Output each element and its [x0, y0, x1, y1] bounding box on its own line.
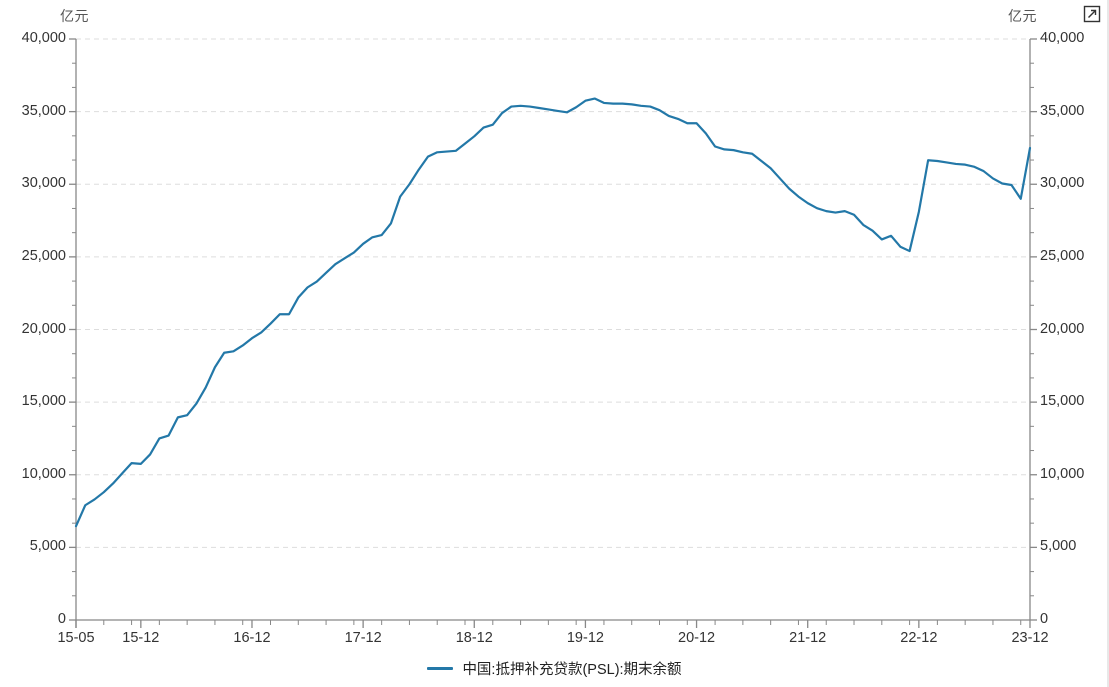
y-axis-right-tick-label: 35,000	[1040, 102, 1085, 119]
y-axis-left-tick-label: 15,000	[21, 393, 66, 410]
x-axis-tick-label: 22-12	[900, 630, 938, 646]
x-axis-tick-label: 16-12	[233, 630, 271, 646]
y-axis-right-tick-label: 20,000	[1040, 320, 1085, 337]
y-axis-right-tick-label: 5,000	[1040, 538, 1077, 555]
series-line-psl	[74, 97, 1032, 528]
y-axis-left-tick-label: 20,000	[21, 320, 66, 337]
x-axis-tick-label: 15-05	[57, 630, 95, 646]
right-axis-unit-label: 亿元	[1008, 8, 1037, 24]
y-axis-left-tick-label: 35,000	[21, 102, 66, 119]
y-axis-left-tick-label: 5,000	[29, 538, 66, 555]
x-axis-tick-label: 18-12	[455, 630, 493, 646]
left-axis-unit-label: 亿元	[60, 8, 89, 24]
legend-swatch-series-1	[427, 667, 454, 670]
y-axis-right-tick-label: 15,000	[1040, 393, 1085, 410]
legend-label-series-1: 中国:抵押补充贷款(PSL):期末余额	[462, 662, 682, 678]
y-axis-left-tick-label: 25,000	[21, 247, 66, 264]
y-axis-right-tick-label: 30,000	[1040, 175, 1085, 192]
y-axis-left-tick-label: 40,000	[21, 30, 66, 46]
y-axis-left-tick-label: 0	[57, 611, 66, 627]
x-axis-tick-label: 19-12	[566, 630, 604, 646]
x-axis-tick-label: 17-12	[344, 630, 382, 646]
chart-legend: 中国:抵押补充贷款(PSL):期末余额	[0, 658, 1109, 679]
x-axis-tick-label: 20-12	[678, 630, 716, 646]
y-axis-right-tick-label: 25,000	[1040, 247, 1085, 264]
x-axis-tick-label: 15-12	[122, 630, 160, 646]
x-axis-tick-label: 23-12	[1011, 630, 1049, 646]
y-axis-left-tick-label: 30,000	[21, 175, 66, 192]
right-edge-divider	[1107, 0, 1109, 687]
y-axis-left-tick-label: 10,000	[21, 465, 66, 482]
y-axis-right-tick-label: 10,000	[1040, 465, 1085, 482]
x-axis-tick-label: 21-12	[789, 630, 827, 646]
open-in-new-icon[interactable]	[1082, 4, 1102, 24]
y-axis-right-tick-label: 0	[1040, 611, 1049, 627]
y-axis-right-tick-label: 40,000	[1040, 30, 1085, 46]
